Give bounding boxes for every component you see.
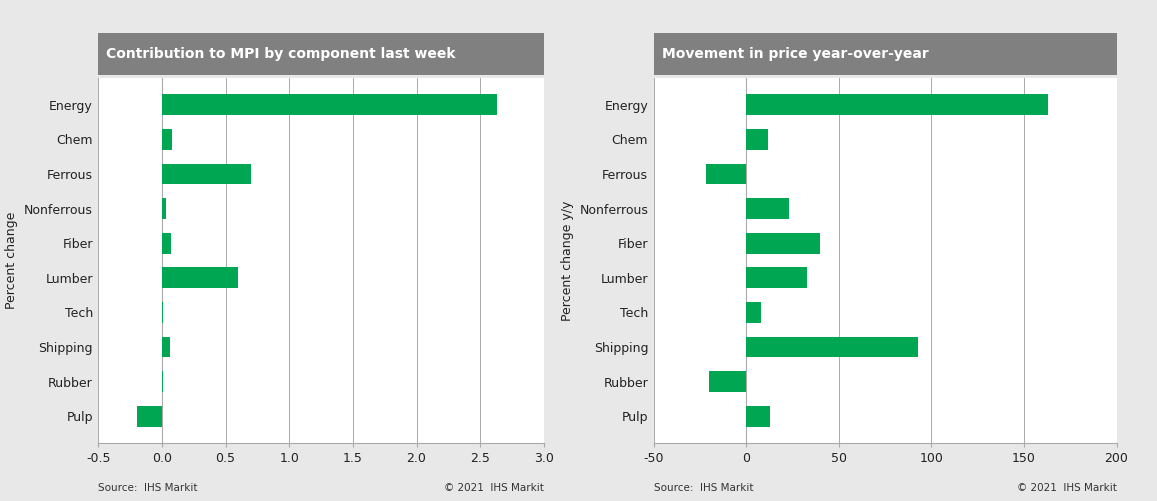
Bar <box>746 268 808 288</box>
Bar <box>162 371 163 392</box>
Text: Contribution to MPI by component last week: Contribution to MPI by component last we… <box>106 47 456 61</box>
Bar <box>706 163 746 184</box>
Y-axis label: Percent change y/y: Percent change y/y <box>561 200 574 321</box>
Text: Source:  IHS Markit: Source: IHS Markit <box>654 483 753 493</box>
Bar <box>162 129 172 150</box>
Bar <box>746 302 761 323</box>
Bar <box>746 129 768 150</box>
Text: Movement in price year-over-year: Movement in price year-over-year <box>662 47 929 61</box>
Bar <box>162 94 496 115</box>
Bar <box>162 163 251 184</box>
Text: Source:  IHS Markit: Source: IHS Markit <box>98 483 198 493</box>
Bar <box>709 371 746 392</box>
Bar <box>746 233 820 254</box>
Bar <box>137 406 162 427</box>
Y-axis label: Percent change: Percent change <box>6 212 19 309</box>
Bar <box>162 198 165 219</box>
Bar <box>162 268 238 288</box>
Text: © 2021  IHS Markit: © 2021 IHS Markit <box>1017 483 1117 493</box>
Text: © 2021  IHS Markit: © 2021 IHS Markit <box>444 483 544 493</box>
Bar <box>746 94 1048 115</box>
Bar <box>746 406 771 427</box>
Bar <box>746 198 789 219</box>
Bar <box>746 337 919 358</box>
Bar <box>162 337 170 358</box>
Bar <box>162 233 171 254</box>
Bar <box>162 302 163 323</box>
